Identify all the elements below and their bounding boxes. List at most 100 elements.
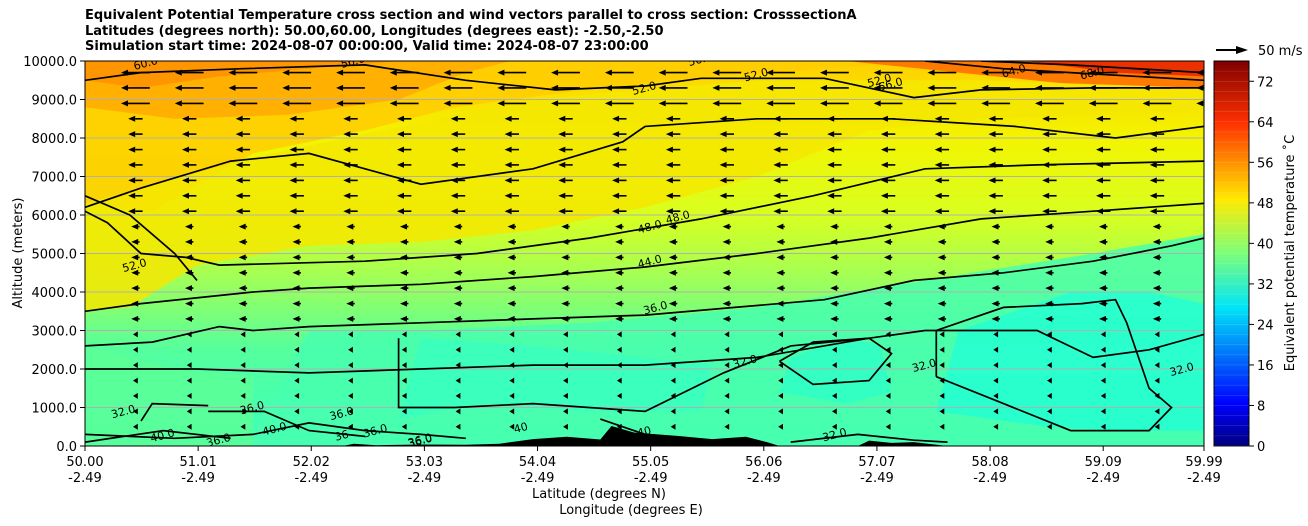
- wind-vector-head-175: [507, 300, 515, 307]
- wind-vector-head-306: [773, 208, 781, 215]
- contour-line-13: [85, 429, 231, 443]
- title-line-3: Simulation start time: 2024-08-07 00:00:…: [85, 39, 649, 54]
- y-tick-label-1: 1000.0: [32, 402, 78, 417]
- wind-vector-head-75: [778, 377, 783, 384]
- wind-vector-head-239: [561, 254, 569, 261]
- wind-vector-head-446: [389, 100, 397, 107]
- wind-vector-head-34: [832, 408, 837, 415]
- wind-vector-head-438: [1096, 115, 1103, 122]
- wind-vector-head-400: [182, 131, 189, 138]
- x-tick-label-lat-5: 55.05: [632, 455, 669, 470]
- wind-vector-head-500: [1035, 69, 1042, 76]
- wind-vector-head-356: [1203, 180, 1204, 181]
- colorbar-tick-label-3: 24: [1257, 318, 1274, 333]
- wind-vector-head-378: [128, 146, 136, 153]
- wind-vector-head-229: [1152, 269, 1160, 276]
- wind-vector-head-396: [1096, 146, 1103, 153]
- wind-vector-head-288: [937, 223, 945, 230]
- wind-vector-head-241: [668, 254, 676, 261]
- wind-vector-head-472: [658, 84, 666, 91]
- contour-line-5: [925, 61, 1204, 82]
- wind-vector-head-390: [773, 146, 781, 153]
- wind-vector-head-327: [773, 192, 781, 199]
- x-tick-label-lon-2: -2.49: [294, 471, 328, 486]
- wind-vector-head-30: [616, 408, 622, 415]
- wind-vector-head-296: [235, 208, 243, 215]
- wind-vector-head-435: [934, 115, 942, 122]
- wind-vector-head-376: [1149, 161, 1157, 168]
- contour-label-23: 52.0: [866, 71, 893, 90]
- wind-vector-head-415: [988, 131, 996, 138]
- wind-vector-head-261: [615, 238, 623, 245]
- colorbar-tick-label-4: 32: [1257, 278, 1274, 293]
- wind-vector-head-236: [400, 254, 407, 261]
- wind-vector-head-11: [724, 423, 730, 430]
- wind-vector-head-131: [401, 331, 407, 338]
- wind-vector-head-8: [563, 423, 568, 430]
- wind-vector-head-312: [1096, 208, 1103, 215]
- contour-label-14: 32.0: [911, 356, 938, 375]
- contour-label-15: 32.0: [1168, 360, 1195, 379]
- wind-vector-head-50: [563, 392, 568, 399]
- wind-vector-head-21: [133, 408, 138, 415]
- chart-title: Equivalent Potential Temperature cross s…: [85, 8, 857, 55]
- wind-vector-head-42: [133, 392, 138, 399]
- terrain: [342, 426, 948, 446]
- wind-vector-head-502: [1142, 69, 1150, 76]
- wind-vector-head-316: [182, 192, 189, 199]
- wind-vector-head-7: [509, 423, 515, 430]
- wind-vector-head-425: [397, 115, 404, 122]
- wind-vector-head-58: [993, 392, 999, 399]
- contour-line-10: [935, 298, 1173, 432]
- wind-vector-head-275: [238, 223, 246, 230]
- wind-vector-head-6: [455, 423, 461, 430]
- wind-vector-head-383: [397, 146, 404, 153]
- wind-vector-head-269: [1045, 238, 1053, 245]
- contour-label-5: 36.0: [328, 404, 355, 423]
- wind-vector-head-212: [238, 269, 246, 276]
- y-axis-ticks: 0.0 1000.0 2000.0 3000.0 4000.0 5000.0 6000.0 7…: [23, 55, 85, 455]
- wind-vector-head-93: [616, 362, 622, 369]
- wind-vector-head-408: [612, 131, 620, 138]
- wind-vector-head-2: [240, 423, 246, 430]
- wind-vector-head-300: [450, 208, 458, 215]
- contour-label-6: 36: [333, 428, 350, 444]
- wind-vector-head-255: [292, 238, 300, 245]
- colorbar-tick-label-7: 56: [1257, 156, 1274, 171]
- wind-vector-head-280: [507, 223, 515, 230]
- x-tick-label-lon-7: -2.49: [860, 471, 894, 486]
- wind-vector-head-128: [240, 331, 246, 338]
- wind-vector-head-365: [558, 161, 566, 168]
- wind-vector-head-118: [832, 346, 837, 353]
- wind-vector-head-108: [294, 346, 300, 353]
- x-tick-label-lat-8: 58.08: [971, 455, 1008, 470]
- wind-vector-head-360: [289, 161, 297, 168]
- wind-vector-head-242: [722, 254, 730, 261]
- wind-vector-head-326: [719, 192, 727, 199]
- wind-vector-head-73: [670, 377, 676, 384]
- wind-vector-head-359: [235, 161, 243, 168]
- wind-vector-head-9: [616, 423, 622, 430]
- wind-vector-head-97: [832, 362, 837, 369]
- wind-vector-head-483: [121, 69, 128, 76]
- wind-vector-head-498: [927, 69, 935, 76]
- quiver-key-label: 50 m/s: [1258, 44, 1303, 59]
- wind-vector-head-113: [563, 346, 568, 353]
- wind-vector-head-456: [927, 100, 935, 107]
- x-tick-label-lat-0: 50.00: [66, 455, 103, 470]
- wind-vector-head-256: [346, 238, 354, 245]
- contour-label-18: 48.0: [636, 218, 663, 237]
- wind-vector-head-85: [186, 362, 192, 369]
- wind-vector-head-171: [292, 300, 300, 307]
- wind-vector-head-251: [1207, 254, 1214, 260]
- wind-vector-head-64: [186, 377, 192, 384]
- wind-vector-head-248: [1045, 254, 1053, 261]
- wind-vector-head-450: [604, 100, 612, 107]
- y-tick-label-9: 9000.0: [32, 94, 78, 109]
- wind-vector-head-302: [558, 208, 566, 215]
- wind-vector-head-132: [455, 331, 461, 338]
- wind-vector-head-153: [453, 315, 461, 322]
- wind-vector-head-112: [509, 346, 515, 353]
- wind-vectors: [121, 69, 1214, 430]
- wind-vector-head-224: [883, 269, 891, 276]
